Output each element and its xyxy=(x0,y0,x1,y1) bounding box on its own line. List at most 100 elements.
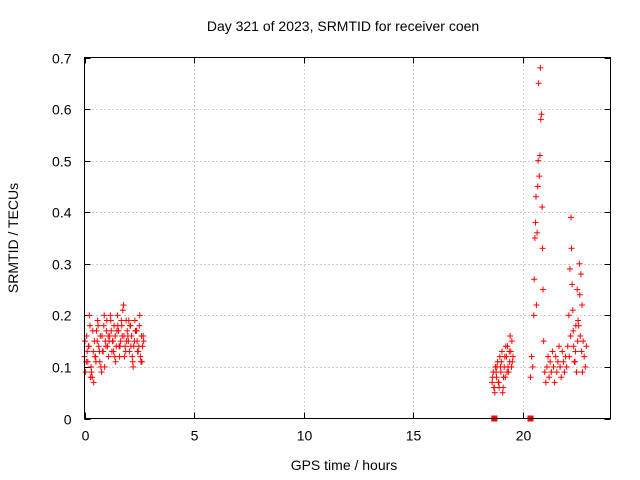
data-point xyxy=(96,348,103,355)
data-point xyxy=(570,327,577,334)
data-point xyxy=(508,363,515,370)
data-point xyxy=(506,348,513,355)
data-point xyxy=(124,332,131,339)
data-point xyxy=(489,374,496,381)
data-point xyxy=(535,157,542,164)
data-point xyxy=(113,327,120,334)
x-axis-title: GPS time / hours xyxy=(291,457,398,473)
data-point xyxy=(107,312,114,319)
data-point xyxy=(536,173,543,180)
data-point xyxy=(117,338,124,345)
plot-frame xyxy=(84,57,611,419)
data-point xyxy=(137,353,144,360)
data-point xyxy=(133,327,140,334)
data-point xyxy=(571,358,578,365)
data-point xyxy=(550,363,557,370)
y-tick-label: 0 xyxy=(64,412,72,428)
data-point xyxy=(136,322,143,329)
data-point xyxy=(553,369,560,376)
data-point xyxy=(580,338,587,345)
data-point xyxy=(88,363,95,370)
data-point xyxy=(502,343,509,350)
data-point xyxy=(140,332,147,339)
y-tick-label: 0.5 xyxy=(52,154,72,170)
chart-title: Day 321 of 2023, SRMTID for receiver coe… xyxy=(207,18,479,34)
data-point xyxy=(130,363,137,370)
data-point xyxy=(540,338,547,345)
data-points xyxy=(81,64,590,422)
x-tick-label: 15 xyxy=(406,428,422,444)
data-point xyxy=(530,312,537,319)
data-point xyxy=(125,317,132,324)
data-point xyxy=(116,343,123,350)
data-point xyxy=(528,353,535,360)
data-point xyxy=(500,374,507,381)
data-point xyxy=(112,358,119,365)
data-point xyxy=(543,363,550,370)
data-point xyxy=(531,235,538,241)
data-point xyxy=(570,343,577,350)
y-tick-label: 0.4 xyxy=(52,205,72,221)
data-point xyxy=(86,312,93,319)
data-point xyxy=(110,348,117,355)
data-point xyxy=(495,379,502,386)
data-point xyxy=(491,389,498,396)
data-point xyxy=(127,343,134,350)
data-point xyxy=(87,374,94,381)
data-point xyxy=(531,276,538,283)
data-point xyxy=(569,281,576,288)
data-point xyxy=(539,245,546,252)
data-point xyxy=(122,348,129,355)
data-point xyxy=(548,369,555,376)
data-point xyxy=(558,374,565,381)
data-point xyxy=(574,286,581,293)
data-point xyxy=(136,312,143,319)
data-point xyxy=(118,317,125,324)
data-point xyxy=(567,332,574,339)
y-tick-label: 0.3 xyxy=(52,257,72,273)
tick-labels: 0 0.1 0.2 0.3 0.4 0.5 0.6 0.7 0 5 10 15 20 xyxy=(52,51,531,444)
grid-lines xyxy=(84,57,611,419)
data-point xyxy=(583,343,590,350)
data-point xyxy=(109,338,116,345)
data-point xyxy=(577,271,584,278)
y-tick-label: 0.1 xyxy=(52,360,72,376)
data-point xyxy=(124,327,131,334)
data-point xyxy=(499,389,506,396)
data-point xyxy=(85,343,92,350)
data-point xyxy=(578,348,585,355)
x-tick-label: 5 xyxy=(191,428,199,444)
data-point xyxy=(572,348,579,355)
data-point xyxy=(576,291,583,298)
data-point xyxy=(108,327,115,334)
data-point xyxy=(490,384,497,391)
data-point xyxy=(101,312,108,319)
data-point xyxy=(534,183,541,190)
data-point xyxy=(554,358,561,365)
data-point xyxy=(98,369,105,376)
data-point xyxy=(529,363,536,370)
data-point xyxy=(105,353,112,360)
data-point xyxy=(84,348,91,355)
data-point xyxy=(135,343,142,350)
data-point xyxy=(121,353,128,360)
data-point xyxy=(572,322,579,329)
data-point xyxy=(532,219,539,226)
data-point xyxy=(103,317,110,324)
data-point xyxy=(573,369,580,376)
data-point xyxy=(119,307,126,314)
data-point xyxy=(563,363,570,370)
data-point xyxy=(90,379,97,386)
data-point xyxy=(111,353,118,360)
data-point xyxy=(122,343,129,350)
data-point xyxy=(120,302,127,309)
data-point xyxy=(493,369,500,376)
data-point xyxy=(546,374,553,381)
data-point xyxy=(545,353,552,360)
data-point xyxy=(497,363,504,370)
data-point xyxy=(504,369,511,376)
data-point xyxy=(101,363,108,370)
data-point xyxy=(131,317,138,324)
data-point xyxy=(114,322,121,329)
data-point xyxy=(114,312,121,319)
